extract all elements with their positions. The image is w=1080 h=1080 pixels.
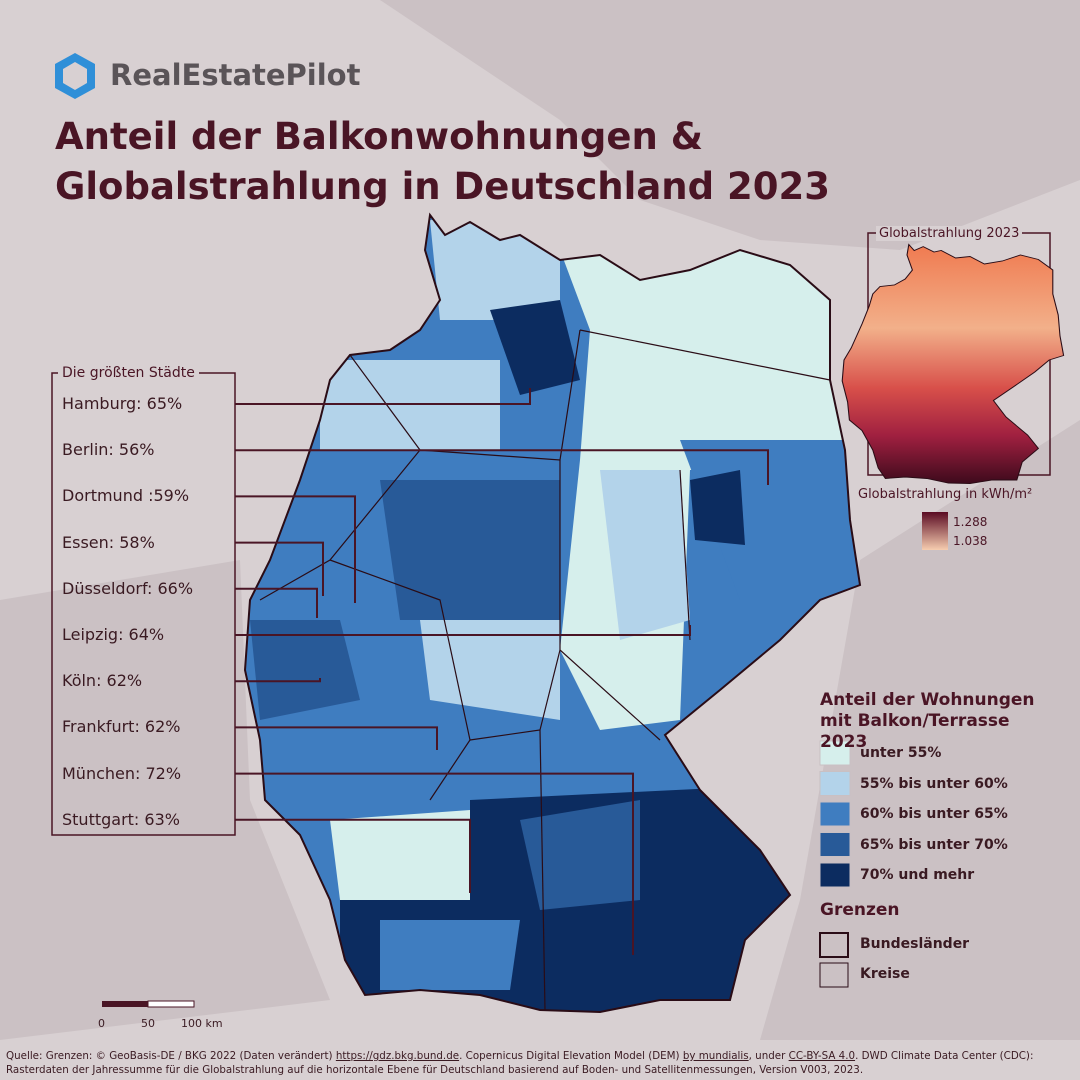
choropleth xyxy=(245,215,860,1012)
leader-line xyxy=(235,541,324,596)
source-text: Quelle: Grenzen: © GeoBasis-DE / BKG 202… xyxy=(6,1050,336,1062)
city-label: Dortmund :59% xyxy=(62,486,190,506)
city-label: München: 72% xyxy=(62,763,182,783)
inset-title: Globalstrahlung 2023 xyxy=(876,226,1023,241)
source-link[interactable]: CC-BY-SA 4.0 xyxy=(788,1050,856,1062)
scale-label: 0 xyxy=(98,1017,105,1030)
legend-swatch xyxy=(819,740,851,766)
cities-title: Die größten Städte xyxy=(58,365,199,381)
legend-label: unter 55% xyxy=(860,745,942,761)
border-label: Kreise xyxy=(860,966,910,982)
state-borders xyxy=(259,329,831,1011)
legend-title: Anteil der Wohnungen mit Balkon/Terrasse… xyxy=(820,690,1035,752)
leader-line xyxy=(235,772,634,955)
inset-map xyxy=(841,243,1065,485)
leader-line xyxy=(235,388,531,405)
logo-icon xyxy=(55,53,95,99)
inset-min: 1.038 xyxy=(953,534,988,548)
legend-swatch xyxy=(819,771,851,796)
city-label: Köln: 62% xyxy=(62,671,143,691)
legend-swatch xyxy=(819,832,851,857)
source-link[interactable]: https://gdz.bkg.bund.de xyxy=(335,1050,460,1062)
legend-label: 65% bis unter 70% xyxy=(860,836,1008,853)
scale-label: 100 km xyxy=(181,1017,223,1030)
title: Anteil der Balkonwohnungen & Globalstrah… xyxy=(55,115,830,208)
borders-title: Grenzen xyxy=(820,900,900,920)
leader-line xyxy=(235,495,356,603)
legend-swatch xyxy=(819,801,851,827)
source: Quelle: Grenzen: © GeoBasis-DE / BKG 202… xyxy=(6,1049,1076,1077)
city-label: Stuttgart: 63% xyxy=(62,809,180,829)
border-swatch xyxy=(819,932,849,958)
leader-line xyxy=(235,678,321,683)
leader-line xyxy=(235,587,318,618)
leader-line xyxy=(235,625,691,636)
legend-swatches xyxy=(819,740,851,888)
city-leaders xyxy=(235,388,769,955)
source-link[interactable]: by mundialis xyxy=(682,1050,749,1062)
legend-label: 60% bis unter 65% xyxy=(860,806,1008,822)
leader-line xyxy=(235,726,438,750)
city-label: Hamburg: 65% xyxy=(62,394,183,413)
city-label: Düsseldorf: 66% xyxy=(62,578,194,598)
leader-line xyxy=(235,449,769,485)
city-label: Frankfurt: 62% xyxy=(62,717,181,737)
inset-max: 1.288 xyxy=(953,515,988,529)
border-label: Bundesländer xyxy=(860,936,970,952)
legend-swatch xyxy=(819,862,851,888)
city-label: Essen: 58% xyxy=(62,532,155,552)
inset-unit: Globalstrahlung in kWh/m² xyxy=(858,487,1033,502)
source-text: . Copernicus Digital Elevation Model (DE… xyxy=(459,1050,683,1062)
scale-label: 50 xyxy=(141,1017,155,1030)
legend-label: 70% und mehr xyxy=(860,867,975,883)
source-text: . DWD Climate Data Center (CDC): Rasterd… xyxy=(6,1050,1034,1076)
logo-text: RealEstatePilot xyxy=(110,58,361,92)
scale-bar xyxy=(102,1000,195,1008)
city-label: Berlin: 56% xyxy=(62,440,155,460)
legend-label: 55% bis unter 60% xyxy=(860,775,1008,792)
source-text: , under xyxy=(748,1050,789,1062)
border-swatch xyxy=(819,962,849,988)
city-label: Leipzig: 64% xyxy=(62,625,165,644)
inset-colorbar xyxy=(922,512,948,550)
leader-line xyxy=(235,818,471,893)
